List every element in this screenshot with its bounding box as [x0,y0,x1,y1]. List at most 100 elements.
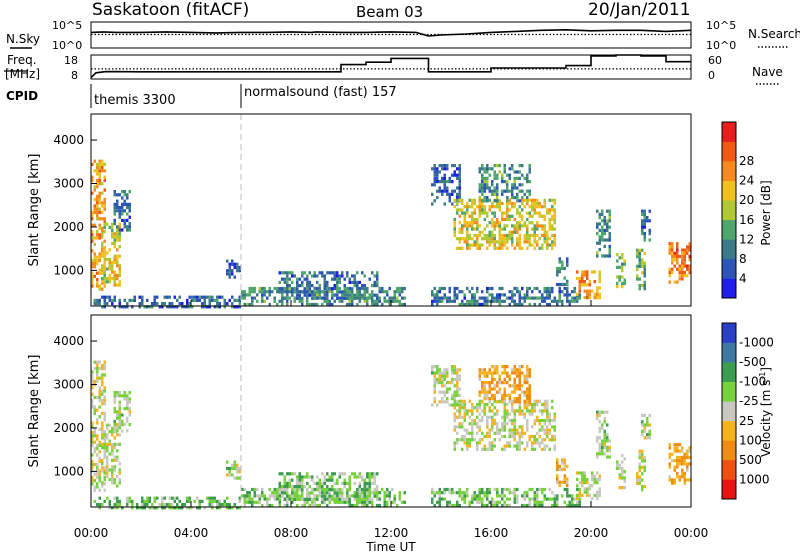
cell-r7 [453,397,456,401]
cell-r15 [636,478,639,482]
cell-r0 [98,389,101,393]
cell-r8 [508,237,511,241]
cell-r8 [496,205,499,209]
cell-r8 [478,224,481,228]
cell-r3 [146,496,149,500]
cell-r0 [98,159,101,163]
cell-r0 [96,367,99,371]
cell-r10 [491,299,494,303]
cell-r5 [301,284,304,288]
cell-r4 [258,497,261,501]
cell-r3 [228,503,231,507]
cell-r17 [671,254,674,259]
cell-r6 [233,460,236,464]
cell-r4 [321,302,324,307]
cell-r10 [433,494,436,498]
cell-r9 [486,196,489,200]
cell-r5 [323,478,326,482]
cell-r8 [478,441,481,445]
cell-r1 [116,442,119,446]
cell-r4 [328,290,331,294]
cell-r11 [558,282,561,287]
cell-r8 [456,431,459,435]
cell-r0 [101,427,104,431]
cell-r1 [116,273,119,277]
cell-r11 [556,477,559,481]
cell-r5 [358,296,361,300]
cell-r0 [98,287,101,291]
cell-r5 [316,475,319,479]
cell-r4 [386,500,389,504]
cell-r7 [458,192,461,196]
cell-r3 [126,302,129,306]
nsearch-label: N.Search [748,27,800,41]
cell-r10 [561,302,564,307]
cell-r7 [433,199,436,203]
cell-r10 [533,497,536,501]
cell-r9 [481,167,484,171]
cell-r10 [461,299,464,303]
cell-r15 [641,456,644,460]
cell-r0 [93,463,96,467]
cell-r0 [103,367,106,371]
cell-r0 [91,434,94,438]
cell-r8 [536,402,539,407]
cell-r3 [208,302,211,306]
cell-r12 [591,289,594,293]
cell-r4 [256,500,259,504]
cell-r8 [501,211,504,215]
cell-r5 [341,290,344,294]
cell-r8 [553,208,556,212]
cell-r8 [453,425,456,429]
cell-r7 [456,381,459,385]
cell-r1 [108,273,111,277]
cell-r3 [238,298,241,302]
cell-r8 [498,399,501,403]
cell-r10 [436,290,439,294]
cell-r13 [606,439,609,443]
cell-r11 [556,467,559,472]
cell-r4 [338,500,341,504]
cell-r8 [456,201,459,206]
cell-r15 [643,261,646,265]
cell-r5 [336,293,339,297]
cell-r8 [531,198,534,202]
cell-r5 [323,481,326,485]
cell-r3 [118,499,121,503]
cell-r8 [553,434,556,439]
cell-r5 [303,277,306,281]
cell-r14 [618,256,621,260]
cell-r8 [521,246,524,250]
cell-r9 [493,189,496,193]
cell-r10 [471,500,474,504]
cell-r8 [493,406,496,410]
cell-r8 [543,422,546,426]
cell-r4 [286,500,289,504]
cell-r10 [441,296,444,300]
cell-r8 [501,428,504,432]
cell-r10 [473,497,476,501]
cell-r12 [578,276,581,280]
cell-r4 [288,497,291,501]
cell-r3 [133,298,136,302]
cell-r4 [268,487,271,492]
cell-r9 [483,371,486,375]
cell-r17 [688,270,691,275]
cell-r9 [501,393,504,397]
cell-r3 [188,295,191,299]
cell-r3 [216,506,219,510]
cell-r5 [376,491,379,495]
cell-r5 [361,497,364,501]
cell-r13 [596,222,599,226]
cell-r16 [648,232,651,236]
cell-r2 [121,202,124,206]
cell-r4 [298,290,301,294]
cell-r7 [443,183,446,187]
cell-r4 [311,497,314,501]
cell-r5 [286,497,289,501]
cell-r9 [526,173,529,177]
cell-r5 [341,497,344,501]
cell-r0 [96,271,99,275]
cell-r10 [466,299,469,303]
